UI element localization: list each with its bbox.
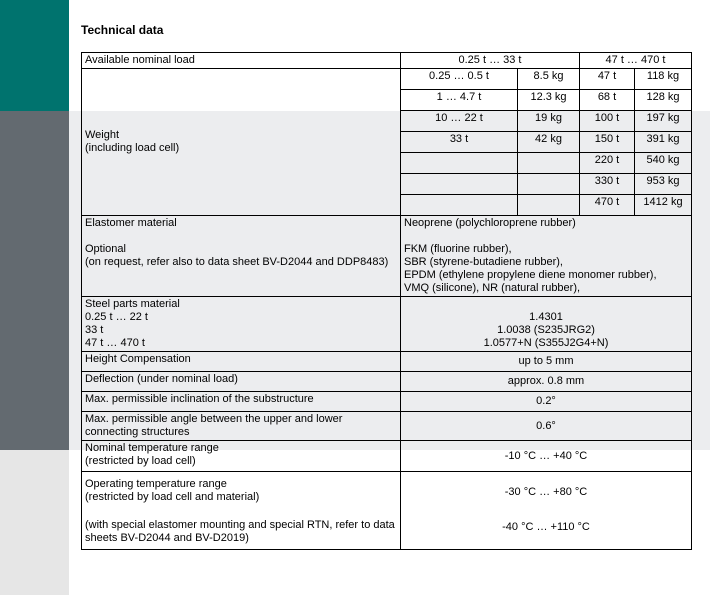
range-a: 0.25 t … 33 t xyxy=(400,52,580,69)
weight-cell-a-kg xyxy=(517,152,580,174)
elastomer-label: Elastomer material Optional (on request, r… xyxy=(81,215,401,297)
weight-cell-b-kg: 128 kg xyxy=(634,89,692,111)
weight-cell-b-kg: 391 kg xyxy=(634,131,692,153)
weight-cell-b-kg: 953 kg xyxy=(634,173,692,195)
nominal-temp-label: Nominal temperature range (restricted by … xyxy=(81,440,401,472)
row-value: 0.2° xyxy=(400,391,692,412)
table-row: Deflection (under nominal load) approx. 0… xyxy=(81,371,692,392)
weight-cell-b-load: 470 t xyxy=(579,194,635,216)
row-label: Max. permissible inclination of the subs… xyxy=(81,391,401,412)
weight-cell-a-load: 10 … 22 t xyxy=(400,110,518,132)
row-value: up to 5 mm xyxy=(400,351,692,372)
weight-cell-b-kg: 540 kg xyxy=(634,152,692,174)
weight-cell-a-load: 0.25 … 0.5 t xyxy=(400,68,518,90)
weight-cell-b-kg: 197 kg xyxy=(634,110,692,132)
weight-row: 1 … 4.7 t 12.3 kg 68 t 128 kg xyxy=(82,89,692,111)
weight-cell-a-kg: 19 kg xyxy=(517,110,580,132)
weight-cell-b-load: 150 t xyxy=(579,131,635,153)
nominal-temp-value: -10 °C … +40 °C xyxy=(400,440,692,472)
weight-cell-a-load xyxy=(400,173,518,195)
weight-cell-a-kg xyxy=(517,173,580,195)
sidebar-teal-band xyxy=(0,0,69,111)
weight-cell-b-load: 330 t xyxy=(579,173,635,195)
weight-cell-a-kg: 42 kg xyxy=(517,131,580,153)
row-label: Deflection (under nominal load) xyxy=(81,371,401,392)
row-label: Height Compensation xyxy=(81,351,401,372)
weight-cell-a-load: 1 … 4.7 t xyxy=(400,89,518,111)
table-row: Max. permissible angle between the upper… xyxy=(81,411,692,441)
weight-cell-b-kg: 118 kg xyxy=(634,68,692,90)
weight-cell-a-kg: 8.5 kg xyxy=(517,68,580,90)
weight-cell-a-load xyxy=(400,152,518,174)
page-title: Technical data xyxy=(81,23,164,37)
table-row: Available nominal load 0.25 t … 33 t 47 … xyxy=(81,52,692,69)
elastomer-value: Neoprene (polychloroprene rubber) FKM (fl… xyxy=(400,215,692,297)
weight-row: 220 t 540 kg xyxy=(82,152,692,174)
sidebar-gray-band xyxy=(0,111,69,450)
table-row: Operating temperature range (restricted b… xyxy=(81,471,692,550)
sidebar-light-band xyxy=(0,450,69,595)
technical-data-table: Available nominal load 0.25 t … 33 t 47 … xyxy=(81,52,692,550)
table-row: Max. permissible inclination of the subs… xyxy=(81,391,692,412)
weight-cell-a-kg: 12.3 kg xyxy=(517,89,580,111)
operating-temp-label: Operating temperature range (restricted b… xyxy=(81,471,401,550)
weight-cell-a-load xyxy=(400,194,518,216)
steel-label: Steel parts material 0.25 t … 22 t 33 t 47 … xyxy=(81,296,401,352)
range-b: 47 t … 470 t xyxy=(579,52,692,69)
nominal-load-label: Available nominal load xyxy=(81,52,401,69)
weight-cell-a-kg xyxy=(517,194,580,216)
weight-cell-b-kg: 1412 kg xyxy=(634,194,692,216)
table-row: Elastomer material Optional (on request, r… xyxy=(81,215,692,297)
table-row: Nominal temperature range (restricted by … xyxy=(81,440,692,472)
table-row: Height Compensation up to 5 mm xyxy=(81,351,692,372)
operating-temp-value: -30 °C … +80 °C -40 °C … +110 °C xyxy=(400,471,692,550)
weight-cell-b-load: 100 t xyxy=(579,110,635,132)
weight-row: 10 … 22 t 19 kg 100 t 197 kg xyxy=(82,110,692,132)
row-value: approx. 0.8 mm xyxy=(400,371,692,392)
weight-cell-b-load: 47 t xyxy=(579,68,635,90)
weight-row: 470 t 1412 kg xyxy=(82,194,692,216)
weight-row: 330 t 953 kg xyxy=(82,173,692,195)
steel-value: 1.4301 1.0038 (S235JRG2) 1.0577+N (S355J2G… xyxy=(400,296,692,352)
weight-label: Weight (including load cell) xyxy=(81,68,401,216)
row-value: 0.6° xyxy=(400,411,692,441)
table-row: Steel parts material 0.25 t … 22 t 33 t 47 … xyxy=(81,296,692,352)
weight-cell-b-load: 68 t xyxy=(579,89,635,111)
weight-cell-b-load: 220 t xyxy=(579,152,635,174)
weight-cell-a-load: 33 t xyxy=(400,131,518,153)
row-label: Max. permissible angle between the upper… xyxy=(81,411,401,441)
